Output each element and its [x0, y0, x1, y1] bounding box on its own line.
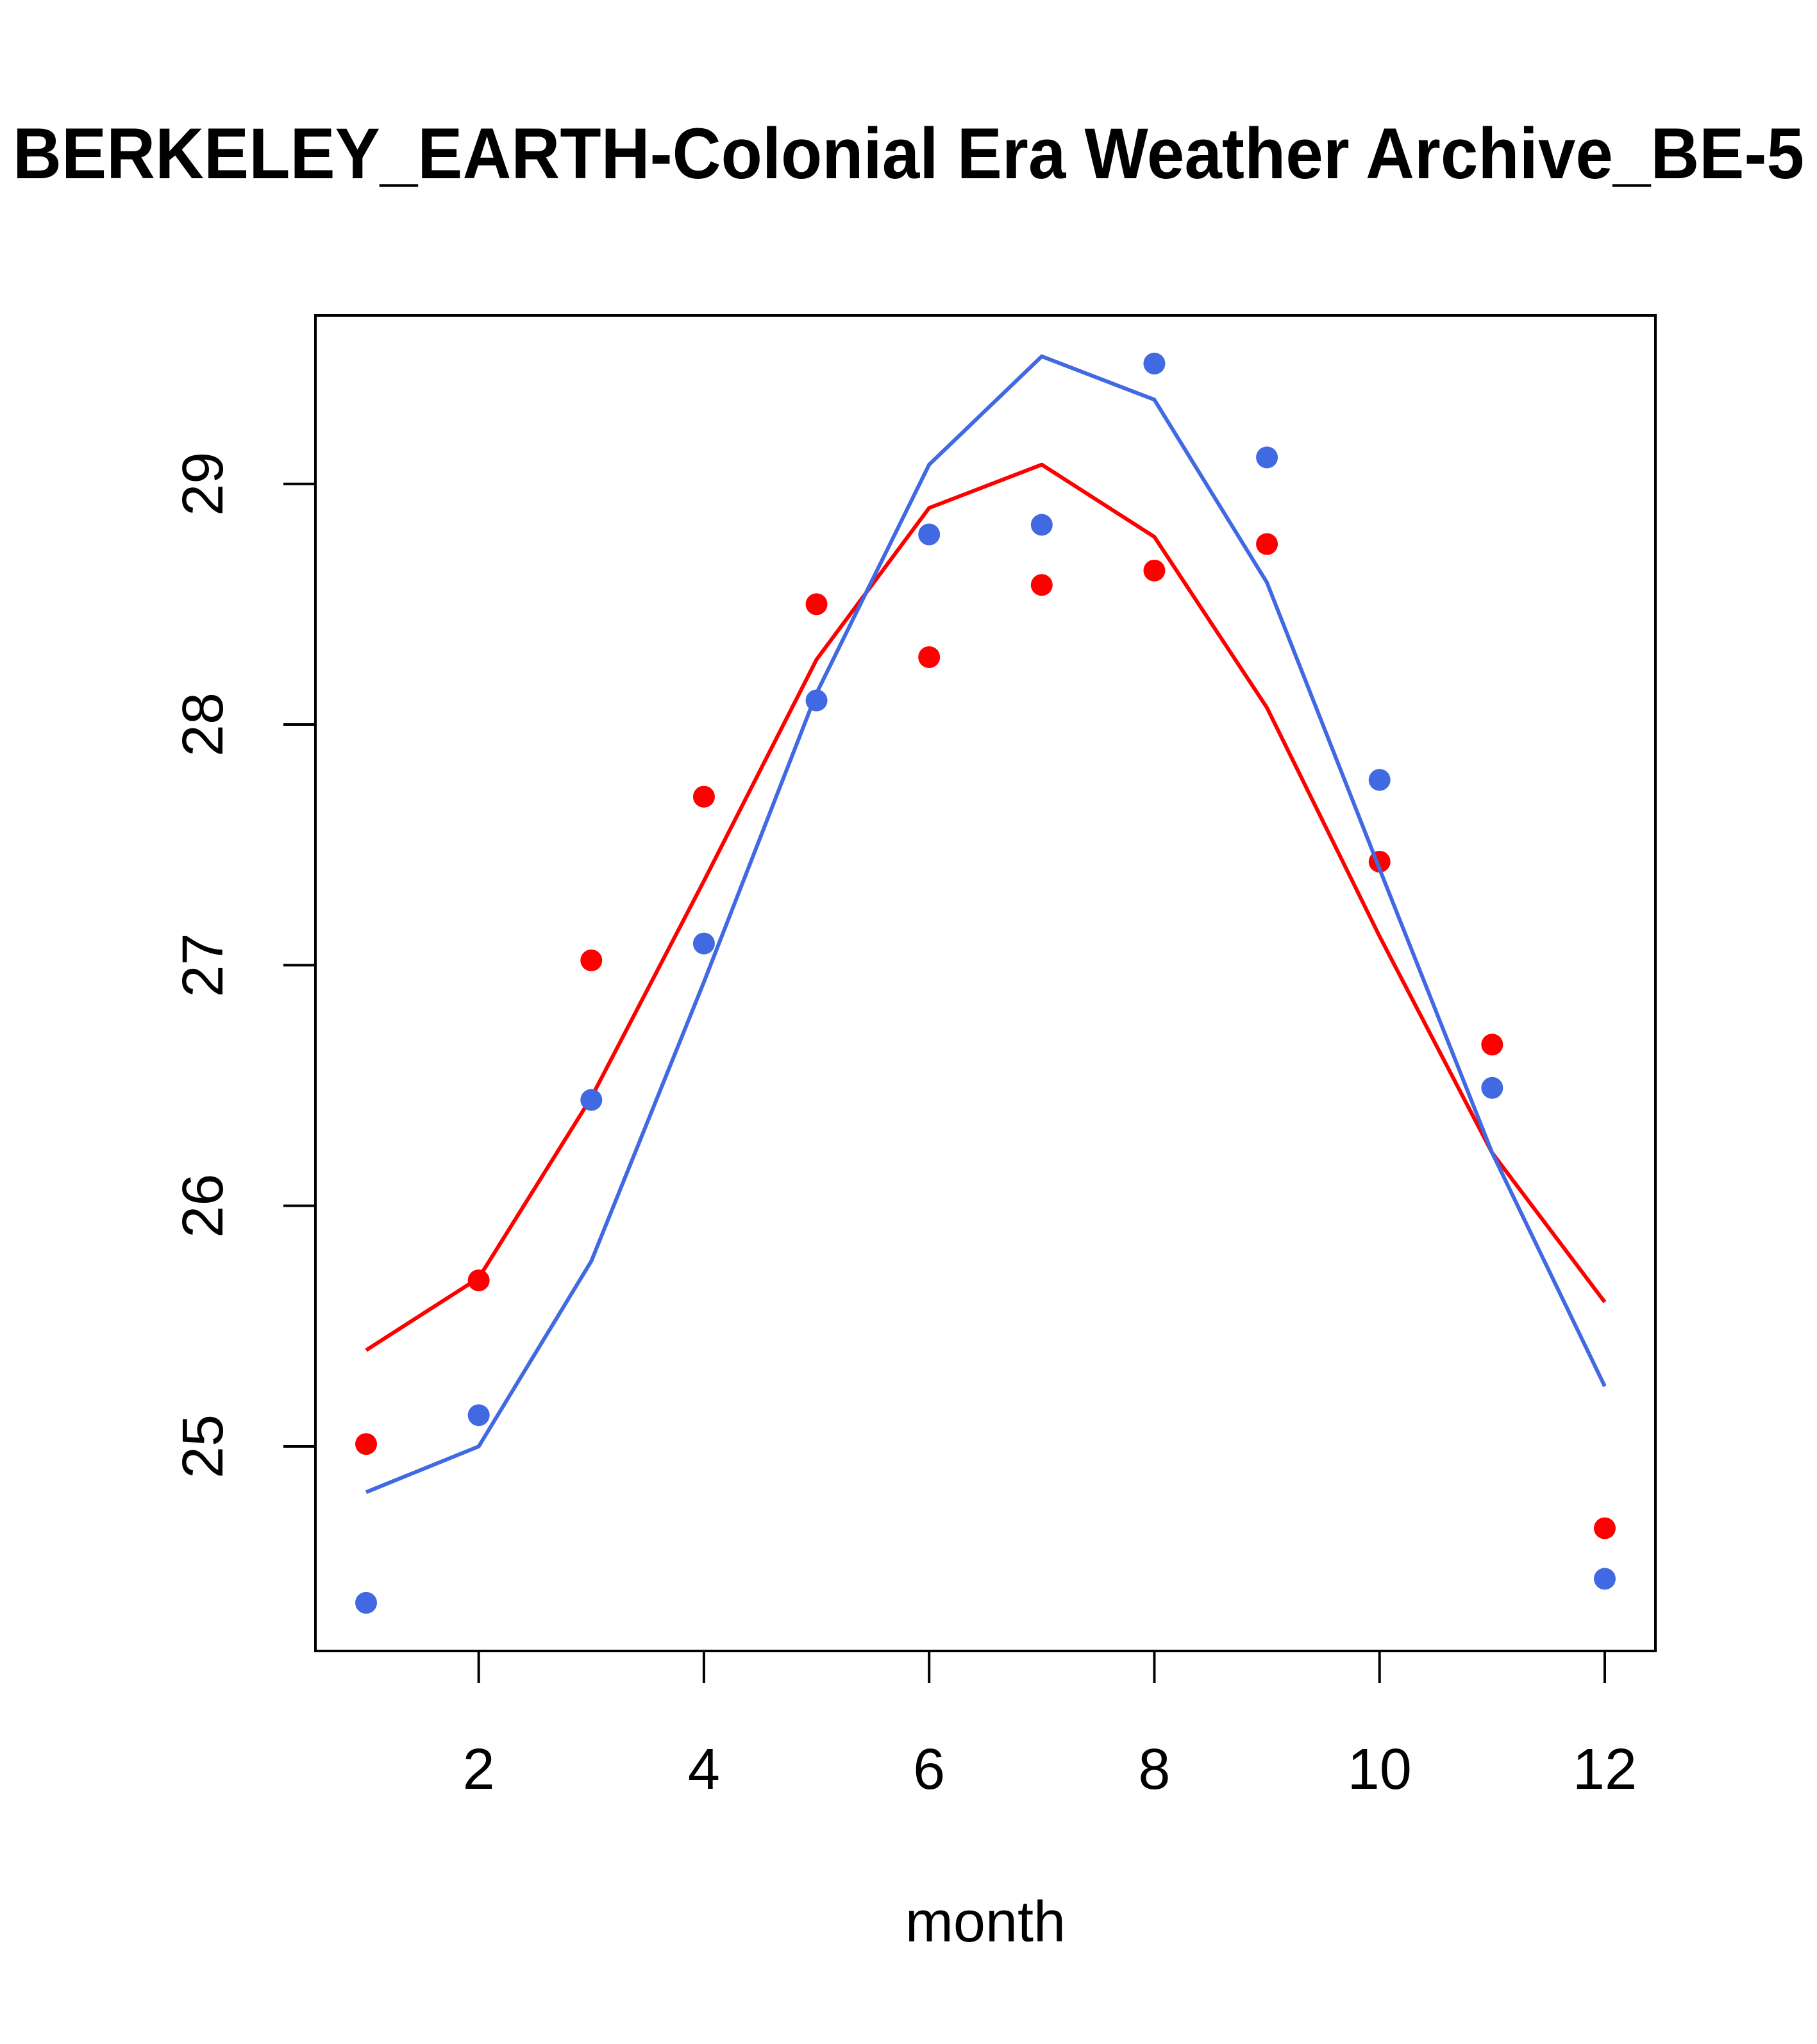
series-1-point [467, 1269, 490, 1292]
series-2-point [580, 1089, 603, 1111]
series-2-point [918, 523, 941, 546]
series-2-point [1143, 353, 1166, 375]
series-1-point [692, 785, 715, 808]
series-1-point [355, 1433, 378, 1455]
series-2-point [1593, 1568, 1616, 1590]
x-tick-label: 4 [688, 1738, 720, 1802]
series-2 [355, 353, 1616, 1614]
series-2-point [467, 1404, 490, 1427]
y-axis: 25 26 27 28 29 [171, 452, 317, 1479]
series-2-line [365, 354, 1607, 1495]
series-1-line [365, 462, 1607, 1352]
y-tick-label: 29 [171, 452, 235, 516]
series-2-point [1368, 769, 1391, 791]
series-2-point [692, 932, 715, 955]
series-2-point [1030, 514, 1053, 536]
series-1 [355, 462, 1616, 1539]
y-tick-label: 26 [171, 1174, 235, 1238]
series-1-point [580, 949, 603, 971]
series-1-point [918, 646, 941, 668]
series-1-point [1256, 533, 1278, 555]
x-axis-label: month [905, 1890, 1066, 1954]
series-2-point [805, 689, 828, 712]
series-1-point [805, 593, 828, 616]
series-1-point [1481, 1034, 1503, 1056]
x-axis: 2 4 6 8 10 12 [463, 1650, 1637, 1802]
y-tick-label: 25 [171, 1414, 235, 1479]
series-group [355, 353, 1616, 1614]
series-1-point [1030, 574, 1053, 596]
series-2-point [1256, 446, 1278, 469]
y-tick-label: 28 [171, 692, 235, 757]
x-tick-label: 8 [1138, 1738, 1170, 1802]
chart-title: BERKELEY_EARTH-Colonial Era Weather Arch… [13, 113, 1804, 194]
x-tick-label: 10 [1348, 1738, 1412, 1802]
series-1-point [1593, 1517, 1616, 1539]
plot-frame [314, 314, 1657, 1652]
y-tick-label: 27 [171, 933, 235, 997]
series-2-point [1481, 1076, 1503, 1099]
x-tick-label: 12 [1573, 1738, 1637, 1802]
series-1-point [1143, 559, 1166, 582]
series-2-point [355, 1591, 378, 1614]
x-tick-label: 2 [463, 1738, 495, 1802]
x-tick-label: 6 [913, 1738, 945, 1802]
